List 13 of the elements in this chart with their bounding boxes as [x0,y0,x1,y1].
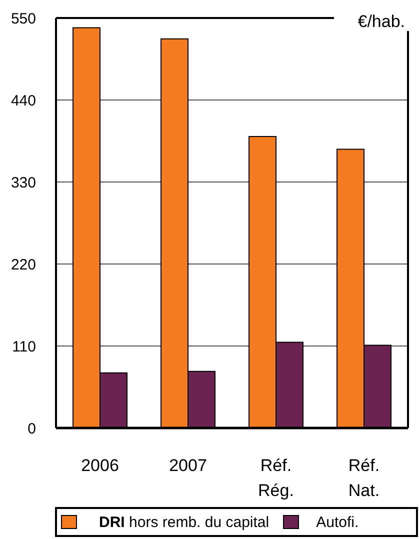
y-tick-label: 330 [10,174,36,192]
x-tick-label: Réf. Rég. [258,456,294,500]
x-tick-label: 2007 [169,456,207,475]
y-tick-label: 550 [10,10,36,28]
y-tick-label: 0 [28,420,36,438]
y-tick-label: 220 [10,256,36,274]
x-tick-label: 2006 [81,456,119,475]
x-tick-label: Réf. Nat. [348,456,380,500]
y-tick-label: 440 [10,92,36,110]
legend-label: Autofi. [316,514,359,530]
y-axis-title: €/hab. [358,12,405,31]
legend-label: DRI hors remb. du capital [99,514,270,530]
y-tick-label: 110 [12,338,36,356]
